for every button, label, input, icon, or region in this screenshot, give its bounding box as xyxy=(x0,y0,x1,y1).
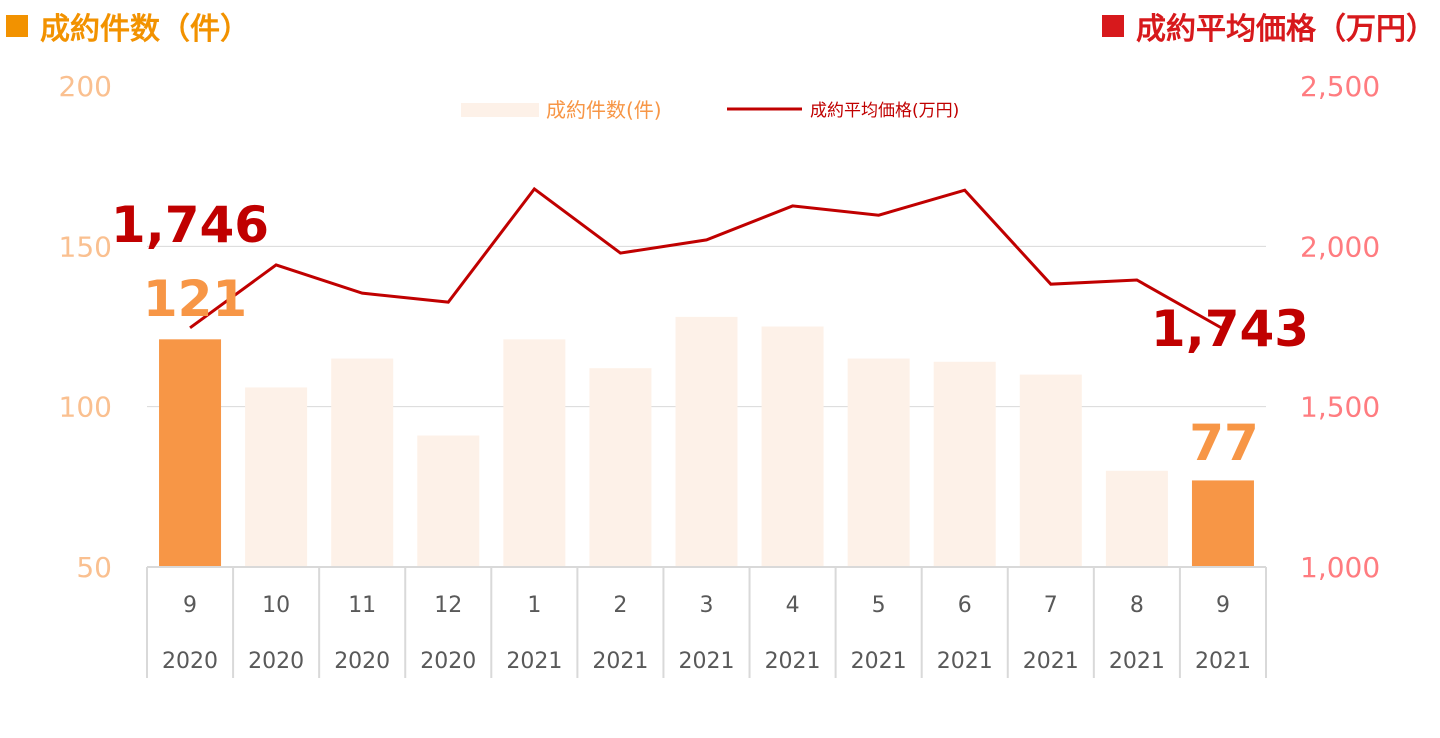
bar xyxy=(589,368,652,567)
bar xyxy=(159,339,222,567)
x-tick-month: 12 xyxy=(434,593,462,618)
bar xyxy=(503,339,566,567)
x-tick-year: 2021 xyxy=(592,649,648,674)
x-tick-month: 9 xyxy=(1216,593,1230,618)
x-tick-year: 2020 xyxy=(420,649,476,674)
first-count-label: 121 xyxy=(143,270,247,328)
x-tick-year: 2021 xyxy=(1195,649,1251,674)
bar xyxy=(675,316,738,567)
last-count-label: 77 xyxy=(1189,414,1259,472)
last-price-label: 1,743 xyxy=(1151,300,1309,358)
x-tick-month: 3 xyxy=(700,593,714,618)
x-tick-year: 2021 xyxy=(1109,649,1165,674)
right-axis-tick: 2,500 xyxy=(1300,70,1380,103)
right-axis-tick: 1,000 xyxy=(1300,551,1380,584)
bar xyxy=(1191,480,1254,567)
bar xyxy=(1019,374,1082,567)
bar xyxy=(1105,470,1168,567)
price-line xyxy=(189,186,1224,331)
x-tick-year: 2021 xyxy=(506,649,562,674)
x-tick-month: 2 xyxy=(613,593,627,618)
orange-square-icon xyxy=(6,15,28,37)
left-axis-tick: 100 xyxy=(59,391,112,424)
x-tick-year: 2020 xyxy=(162,649,218,674)
legend-bar-label: 成約件数(件) xyxy=(546,98,662,122)
x-tick-month: 1 xyxy=(527,593,541,618)
bar xyxy=(933,361,996,567)
x-tick-year: 2020 xyxy=(248,649,304,674)
bar xyxy=(417,435,480,567)
x-tick-month: 10 xyxy=(262,593,290,618)
right-axis-tick: 1,500 xyxy=(1300,391,1380,424)
left-axis-tick: 150 xyxy=(59,230,112,263)
left-axis-tick: 50 xyxy=(76,551,112,584)
right-axis-tick: 2,000 xyxy=(1300,230,1380,263)
bar xyxy=(331,358,394,567)
x-tick-year: 2020 xyxy=(334,649,390,674)
bar xyxy=(245,387,308,567)
bar xyxy=(761,326,824,567)
x-tick-year: 2021 xyxy=(679,649,735,674)
x-tick-month: 4 xyxy=(786,593,800,618)
legend-bar-swatch xyxy=(461,103,539,117)
x-tick-year: 2021 xyxy=(1023,649,1079,674)
left-axis-title: 成約件数（件） xyxy=(6,4,250,48)
left-axis-tick: 200 xyxy=(59,70,112,103)
legend-line-label: 成約平均価格(万円) xyxy=(810,101,959,121)
bar xyxy=(847,358,910,567)
x-tick-year: 2021 xyxy=(851,649,907,674)
x-tick-year: 2021 xyxy=(937,649,993,674)
x-tick-month: 5 xyxy=(872,593,886,618)
x-tick-month: 6 xyxy=(958,593,972,618)
x-tick-month: 9 xyxy=(183,593,197,618)
first-price-label: 1,746 xyxy=(111,196,269,254)
red-square-icon xyxy=(1102,15,1124,37)
right-axis-title: 成約平均価格（万円） xyxy=(1102,4,1436,48)
x-tick-year: 2021 xyxy=(765,649,821,674)
x-tick-month: 11 xyxy=(348,593,376,618)
x-tick-month: 7 xyxy=(1044,593,1058,618)
x-tick-month: 8 xyxy=(1130,593,1144,618)
